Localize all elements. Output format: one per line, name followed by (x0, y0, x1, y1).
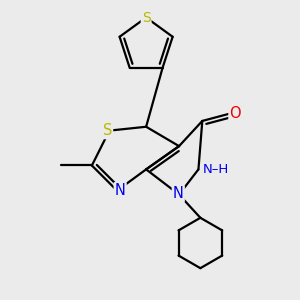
Text: O: O (230, 106, 241, 121)
Text: S: S (103, 123, 112, 138)
Text: N–H: N–H (203, 163, 229, 176)
Text: N: N (115, 183, 126, 198)
Text: N: N (173, 186, 184, 201)
Text: S: S (142, 11, 151, 25)
